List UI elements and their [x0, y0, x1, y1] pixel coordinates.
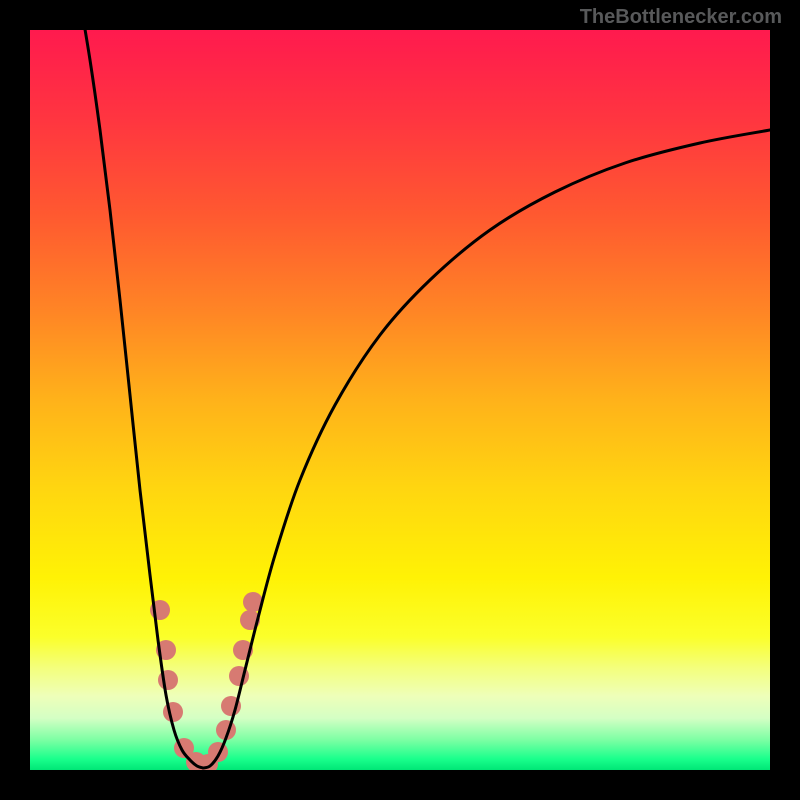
data-marker — [163, 702, 183, 722]
curve-right-branch — [203, 130, 770, 768]
watermark-text: TheBottlenecker.com — [580, 6, 782, 29]
markers-group — [150, 592, 263, 774]
curve-layer — [0, 0, 800, 800]
data-marker — [158, 670, 178, 690]
curve-left-branch — [80, 0, 203, 768]
curve-group — [80, 0, 770, 768]
data-marker — [208, 742, 228, 762]
chart-container: TheBottlenecker.com — [0, 0, 800, 800]
